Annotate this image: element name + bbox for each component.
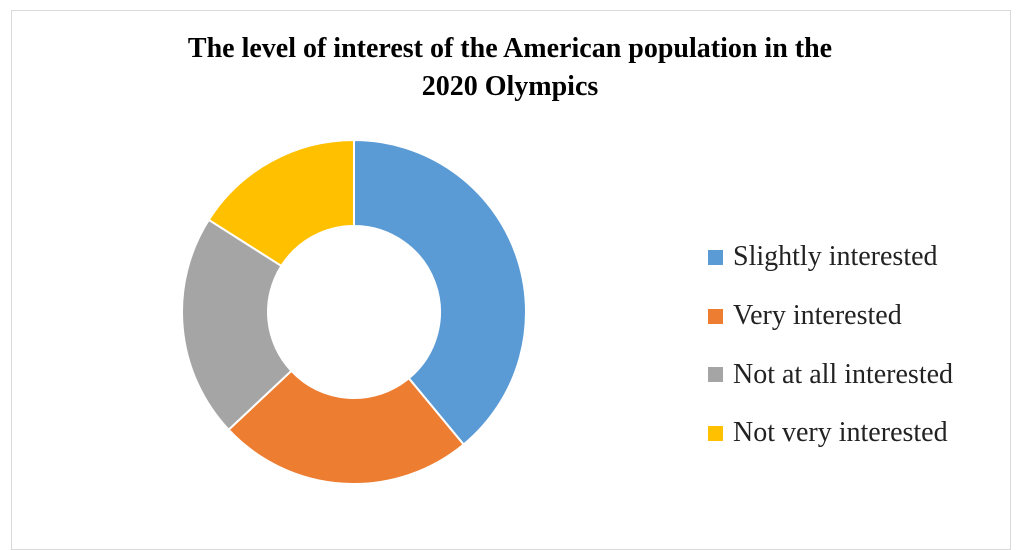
legend-swatch (708, 308, 723, 324)
donut-chart (181, 138, 527, 485)
legend-swatch (708, 425, 723, 441)
legend-swatch (708, 249, 723, 265)
legend-item-slightly-interested: Slightly interested (708, 228, 953, 287)
legend-item-not-at-all-interested: Not at all interested (708, 345, 953, 404)
chart-legend: Slightly interested Very interested Not … (708, 228, 953, 463)
donut-slice-not-very-interested (207, 138, 355, 268)
donut-slice-very-interested (227, 369, 466, 485)
donut-slice-slightly-interested (353, 138, 527, 446)
chart-title-line-1: The level of interest of the American po… (187, 33, 833, 64)
legend-item-very-interested: Very interested (708, 287, 953, 346)
legend-label: Not very interested (733, 417, 948, 449)
legend-item-not-very-interested: Not very interested (708, 404, 953, 463)
legend-label: Very interested (733, 300, 902, 332)
chart-title-line-2: 2020 Olympics (421, 71, 599, 102)
chart-title: The level of interest of the American po… (110, 30, 910, 106)
legend-swatch (708, 367, 723, 383)
donut-slice-not-at-all-interested (181, 218, 293, 432)
legend-label: Not at all interested (733, 358, 954, 390)
legend-label: Slightly interested (733, 241, 938, 273)
